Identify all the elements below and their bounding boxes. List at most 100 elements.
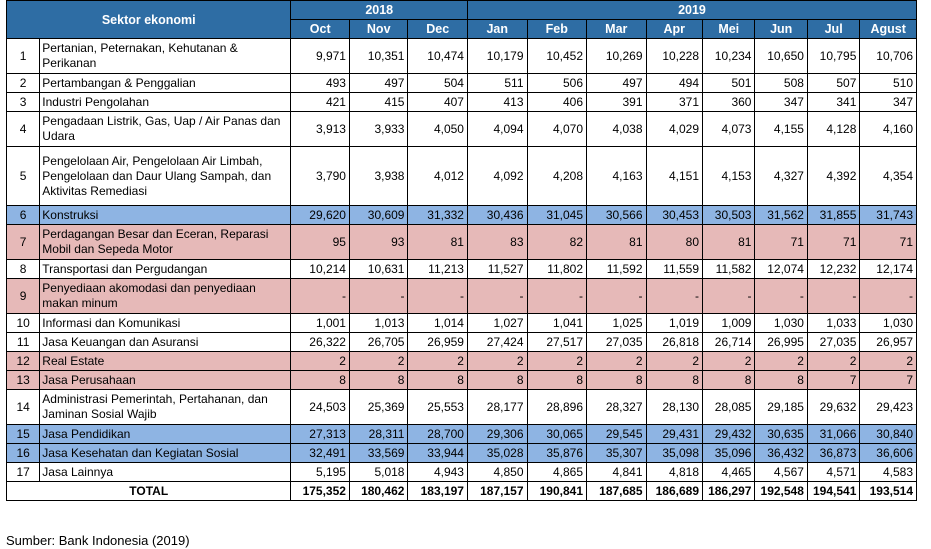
value-cell: 12,174 — [859, 259, 917, 279]
value-cell: 8 — [290, 370, 350, 390]
sector-name: Jasa Keuangan dan Asuransi — [39, 332, 292, 352]
value-cell: 11,802 — [526, 259, 588, 279]
value-cell: 3,790 — [290, 146, 350, 206]
value-cell: 5,018 — [348, 462, 409, 482]
row-number: 2 — [5, 73, 41, 93]
value-cell: 35,028 — [466, 443, 528, 463]
value-cell: 30,609 — [348, 205, 409, 225]
value-cell: 10,351 — [348, 38, 409, 74]
month-header-mei: Mei — [702, 19, 756, 39]
total-value-cell: 180,462 — [348, 481, 409, 501]
month-header-row: Oct Nov Dec Jan Feb Mar Apr Mei Jun Jul Agust — [7, 19, 917, 39]
value-cell: 371 — [645, 92, 704, 112]
value-cell: 2 — [407, 351, 468, 371]
value-cell: 28,327 — [586, 389, 647, 425]
value-cell: 4,070 — [526, 111, 588, 147]
value-cell: 29,423 — [859, 389, 917, 425]
value-cell: 8 — [526, 370, 588, 390]
value-cell: 2 — [754, 351, 808, 371]
table-row: 14 Administrasi Pemerintah, Pertahanan, d… — [5, 389, 917, 425]
row-number: 5 — [5, 146, 41, 206]
value-cell: 4,943 — [407, 462, 468, 482]
table-row: 2 Pertambangan & Penggalian 493 497 504 511 50… — [5, 73, 917, 93]
table-row: 5 Pengelolaan Air, Pengelolaan Air Limbah… — [5, 146, 917, 206]
value-cell: 4,012 — [407, 146, 468, 206]
value-cell: 11,559 — [645, 259, 704, 279]
value-cell: 10,474 — [407, 38, 468, 74]
value-cell: 27,313 — [290, 424, 350, 444]
value-cell: 1,009 — [702, 313, 756, 333]
value-cell: 30,453 — [645, 205, 704, 225]
value-cell: 11,592 — [586, 259, 647, 279]
value-cell: 1,027 — [466, 313, 528, 333]
value-cell: 26,959 — [407, 332, 468, 352]
value-cell: 493 — [290, 73, 350, 93]
row-number: 7 — [5, 224, 41, 260]
row-number: 13 — [5, 370, 41, 390]
value-cell: - — [586, 278, 647, 314]
value-cell: 4,163 — [586, 146, 647, 206]
table-row: 10 Informasi dan Komunikasi 1,001 1,013 1,01… — [5, 313, 917, 333]
value-cell: 30,840 — [859, 424, 917, 444]
value-cell: 32,491 — [290, 443, 350, 463]
value-cell: 27,035 — [806, 332, 861, 352]
table-row: 6 Konstruksi 29,620 30,609 31,332 30,436 31,04… — [5, 205, 917, 225]
value-cell: 1,019 — [645, 313, 704, 333]
value-cell: 4,818 — [645, 462, 704, 482]
value-cell: 4,160 — [859, 111, 917, 147]
value-cell: 4,029 — [645, 111, 704, 147]
value-cell: 8 — [407, 370, 468, 390]
value-cell: 1,030 — [754, 313, 808, 333]
value-cell: 2 — [702, 351, 756, 371]
total-value-cell: 190,841 — [526, 481, 588, 501]
sector-name: Pertambangan & Penggalian — [39, 73, 292, 93]
value-cell: 26,818 — [645, 332, 704, 352]
value-cell: 28,896 — [526, 389, 588, 425]
value-cell: 391 — [586, 92, 647, 112]
value-cell: 413 — [466, 92, 528, 112]
value-cell: 4,583 — [859, 462, 917, 482]
year-header-2018: 2018 — [290, 0, 468, 20]
value-cell: 497 — [586, 73, 647, 93]
value-cell: 29,306 — [466, 424, 528, 444]
value-cell: 10,234 — [702, 38, 756, 74]
value-cell: 35,876 — [526, 443, 588, 463]
value-cell: 28,085 — [702, 389, 756, 425]
value-cell: 3,933 — [348, 111, 409, 147]
value-cell: 81 — [407, 224, 468, 260]
row-number: 14 — [5, 389, 41, 425]
value-cell: 8 — [645, 370, 704, 390]
value-cell: 33,944 — [407, 443, 468, 463]
value-cell: - — [290, 278, 350, 314]
value-cell: 28,700 — [407, 424, 468, 444]
value-cell: 4,050 — [407, 111, 468, 147]
value-cell: 81 — [702, 224, 756, 260]
value-cell: 4,155 — [754, 111, 808, 147]
value-cell: 25,553 — [407, 389, 468, 425]
value-cell: 3,938 — [348, 146, 409, 206]
value-cell: 27,035 — [586, 332, 647, 352]
value-cell: 507 — [806, 73, 861, 93]
table-row: 11 Jasa Keuangan dan Asuransi 26,322 26,705… — [5, 332, 917, 352]
value-cell: 4,208 — [526, 146, 588, 206]
value-cell: 494 — [645, 73, 704, 93]
value-cell: 508 — [754, 73, 808, 93]
value-cell: 11,527 — [466, 259, 528, 279]
value-cell: 30,566 — [586, 205, 647, 225]
value-cell: 24,503 — [290, 389, 350, 425]
month-header-jan: Jan — [466, 19, 528, 39]
value-cell: 347 — [859, 92, 917, 112]
sector-name: Administrasi Pemerintah, Pertahanan, dan… — [39, 389, 292, 425]
value-cell: 10,706 — [859, 38, 917, 74]
value-cell: 4,153 — [702, 146, 756, 206]
row-number: 11 — [5, 332, 41, 352]
value-cell: 28,177 — [466, 389, 528, 425]
value-cell: 1,025 — [586, 313, 647, 333]
value-cell: 4,865 — [526, 462, 588, 482]
total-value-cell: 193,514 — [859, 481, 917, 501]
value-cell: - — [526, 278, 588, 314]
value-cell: 8 — [586, 370, 647, 390]
month-header-jun: Jun — [754, 19, 808, 39]
value-cell: 11,213 — [407, 259, 468, 279]
value-cell: 33,569 — [348, 443, 409, 463]
